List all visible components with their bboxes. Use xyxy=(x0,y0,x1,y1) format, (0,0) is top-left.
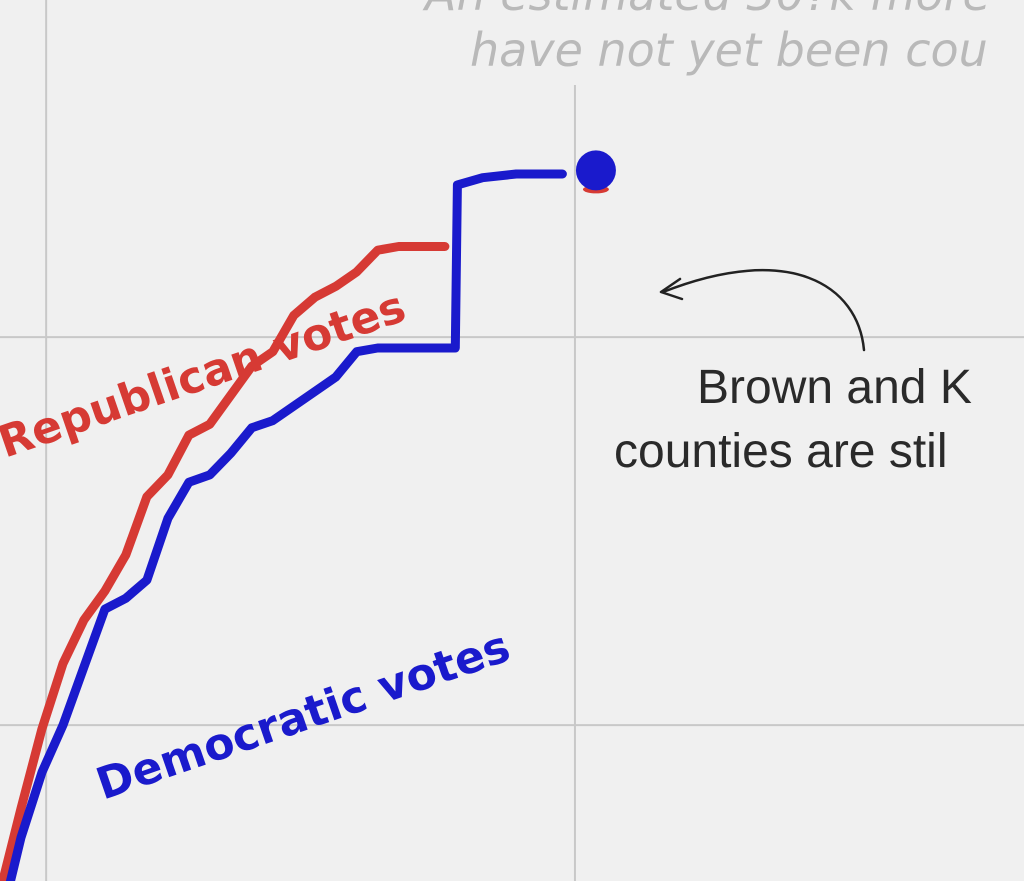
final-point-group xyxy=(575,150,616,194)
democratic-final-point xyxy=(575,150,616,191)
republican-votes-label: Republican votes xyxy=(0,281,412,468)
democratic-votes-label: Democratic votes xyxy=(90,621,516,810)
callout-line-2: counties are stil xyxy=(614,425,948,478)
democratic-votes-line xyxy=(5,169,567,881)
top-note-line-1: An estimated 30?k more xyxy=(422,0,991,21)
callout-arrow xyxy=(661,268,866,352)
series-lines xyxy=(0,169,567,881)
callout-arrowhead xyxy=(659,277,684,301)
callout-line-1: Brown and K xyxy=(697,361,972,414)
callout-backdrop xyxy=(690,358,1024,408)
top-note-line-2: have not yet been cou xyxy=(470,23,988,77)
republican-votes-line xyxy=(0,242,450,881)
